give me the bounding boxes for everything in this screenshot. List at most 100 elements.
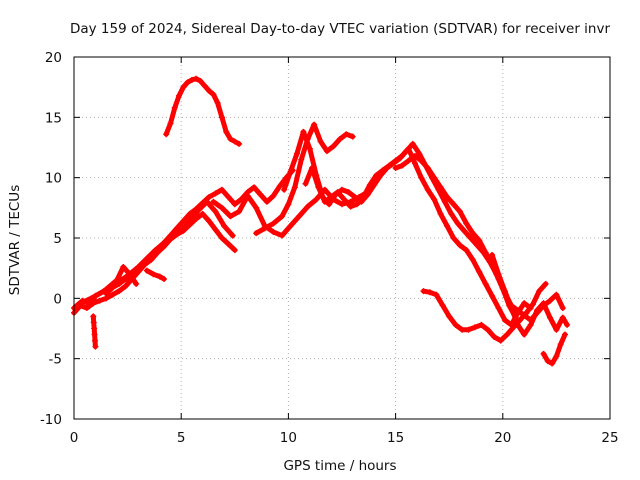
x-tick-label: 20 (494, 430, 511, 446)
data-point-track-10 (339, 186, 345, 193)
data-point-track-1 (109, 291, 116, 298)
data-point-track-7 (176, 92, 183, 99)
data-point-track-10 (287, 168, 294, 175)
series-line-track-7 (163, 76, 242, 147)
data-point-track-12 (431, 174, 438, 181)
data-point-track-13 (471, 324, 478, 331)
data-point-track-9 (330, 143, 337, 150)
y-tick-label: 10 (45, 171, 62, 187)
x-tick-label: 10 (280, 430, 297, 446)
y-tick-label: 0 (53, 291, 62, 307)
data-point-track-15 (553, 353, 560, 360)
data-point-track-1 (96, 297, 103, 304)
data-point-track-10 (281, 186, 288, 193)
data-point-track-8 (313, 196, 320, 203)
data-point-track-14 (553, 326, 560, 333)
data-point-track-6 (90, 319, 97, 326)
data-point-track-11 (315, 184, 322, 191)
data-point-track-9 (311, 121, 318, 128)
data-point-track-1 (231, 247, 238, 254)
data-point-track-11 (373, 172, 380, 179)
data-point-track-3 (263, 198, 270, 205)
data-point-track-13 (523, 309, 530, 316)
data-point-track-14 (514, 321, 521, 328)
data-point-track-13 (478, 321, 485, 328)
data-point-track-8 (296, 213, 303, 220)
data-point-track-11 (302, 180, 309, 187)
data-point-track-3 (173, 225, 180, 232)
data-point-track-1 (225, 241, 232, 248)
data-point-track-8 (244, 192, 251, 199)
data-point-track-12 (476, 237, 483, 244)
data-point-track-3 (161, 239, 168, 246)
data-point-track-14 (559, 314, 566, 321)
data-point-track-1 (218, 235, 225, 241)
data-point-track-7 (184, 79, 191, 86)
data-point-track-14 (501, 288, 508, 295)
data-point-track-4 (133, 280, 140, 287)
data-point-track-12 (482, 249, 489, 256)
data-point-track-7 (236, 140, 243, 147)
data-point-track-12 (463, 220, 470, 227)
x-axis-label: GPS time / hours (283, 458, 396, 474)
data-point-track-11 (366, 181, 373, 188)
data-point-track-11 (450, 235, 457, 241)
data-point-track-13 (491, 333, 498, 340)
data-point-track-11 (476, 268, 483, 275)
data-point-track-3 (148, 253, 155, 260)
y-tick-label: 5 (53, 231, 62, 247)
data-point-track-5 (150, 271, 157, 278)
data-point-track-9 (349, 133, 356, 140)
series-line-track-5 (144, 268, 167, 282)
data-point-track-11 (386, 162, 393, 169)
data-point-track-14 (546, 314, 553, 321)
data-point-track-11 (521, 300, 528, 307)
data-point-track-8 (304, 203, 311, 210)
data-point-track-13 (542, 280, 549, 287)
data-point-track-7 (210, 91, 217, 98)
data-point-track-12 (559, 304, 566, 311)
series-line-track-13 (421, 281, 549, 344)
data-point-track-4 (113, 277, 120, 284)
data-point-track-3 (212, 190, 219, 197)
data-point-track-9 (317, 138, 324, 145)
data-point-track-11 (501, 317, 508, 324)
data-point-track-11 (456, 242, 463, 249)
data-point-track-14 (527, 321, 534, 328)
data-point-track-8 (270, 228, 277, 235)
data-point-track-9 (291, 184, 298, 191)
data-point-track-13 (497, 337, 504, 344)
data-point-track-12 (392, 165, 399, 172)
data-point-track-10 (409, 140, 416, 147)
grid-layer (74, 57, 610, 419)
data-point-track-3 (206, 193, 213, 200)
data-point-track-8 (253, 204, 260, 211)
data-point-track-9 (253, 230, 260, 237)
data-point-track-6 (91, 331, 98, 338)
data-point-track-11 (321, 198, 328, 205)
data-point-track-1 (83, 304, 90, 311)
data-point-track-6 (92, 337, 99, 344)
data-point-track-11 (334, 189, 341, 196)
data-point-track-2 (88, 301, 95, 308)
data-point-track-8 (339, 201, 345, 208)
data-point-track-11 (431, 196, 438, 203)
data-point-track-6 (91, 325, 98, 332)
data-point-track-11 (482, 280, 489, 287)
data-point-track-3 (231, 201, 238, 208)
data-point-track-2 (221, 222, 228, 229)
data-point-track-12 (450, 201, 457, 208)
y-tick-label: -5 (49, 352, 62, 368)
data-point-track-13 (420, 288, 427, 295)
data-point-track-11 (489, 292, 496, 299)
data-point-track-15 (561, 331, 568, 338)
data-point-track-10 (326, 201, 333, 208)
data-point-track-5 (156, 273, 163, 280)
data-point-track-13 (536, 288, 543, 295)
data-point-track-11 (405, 145, 412, 152)
data-point-track-9 (336, 136, 343, 143)
data-point-track-7 (206, 87, 213, 94)
data-point-track-3 (199, 200, 206, 207)
data-point-track-7 (171, 104, 178, 111)
